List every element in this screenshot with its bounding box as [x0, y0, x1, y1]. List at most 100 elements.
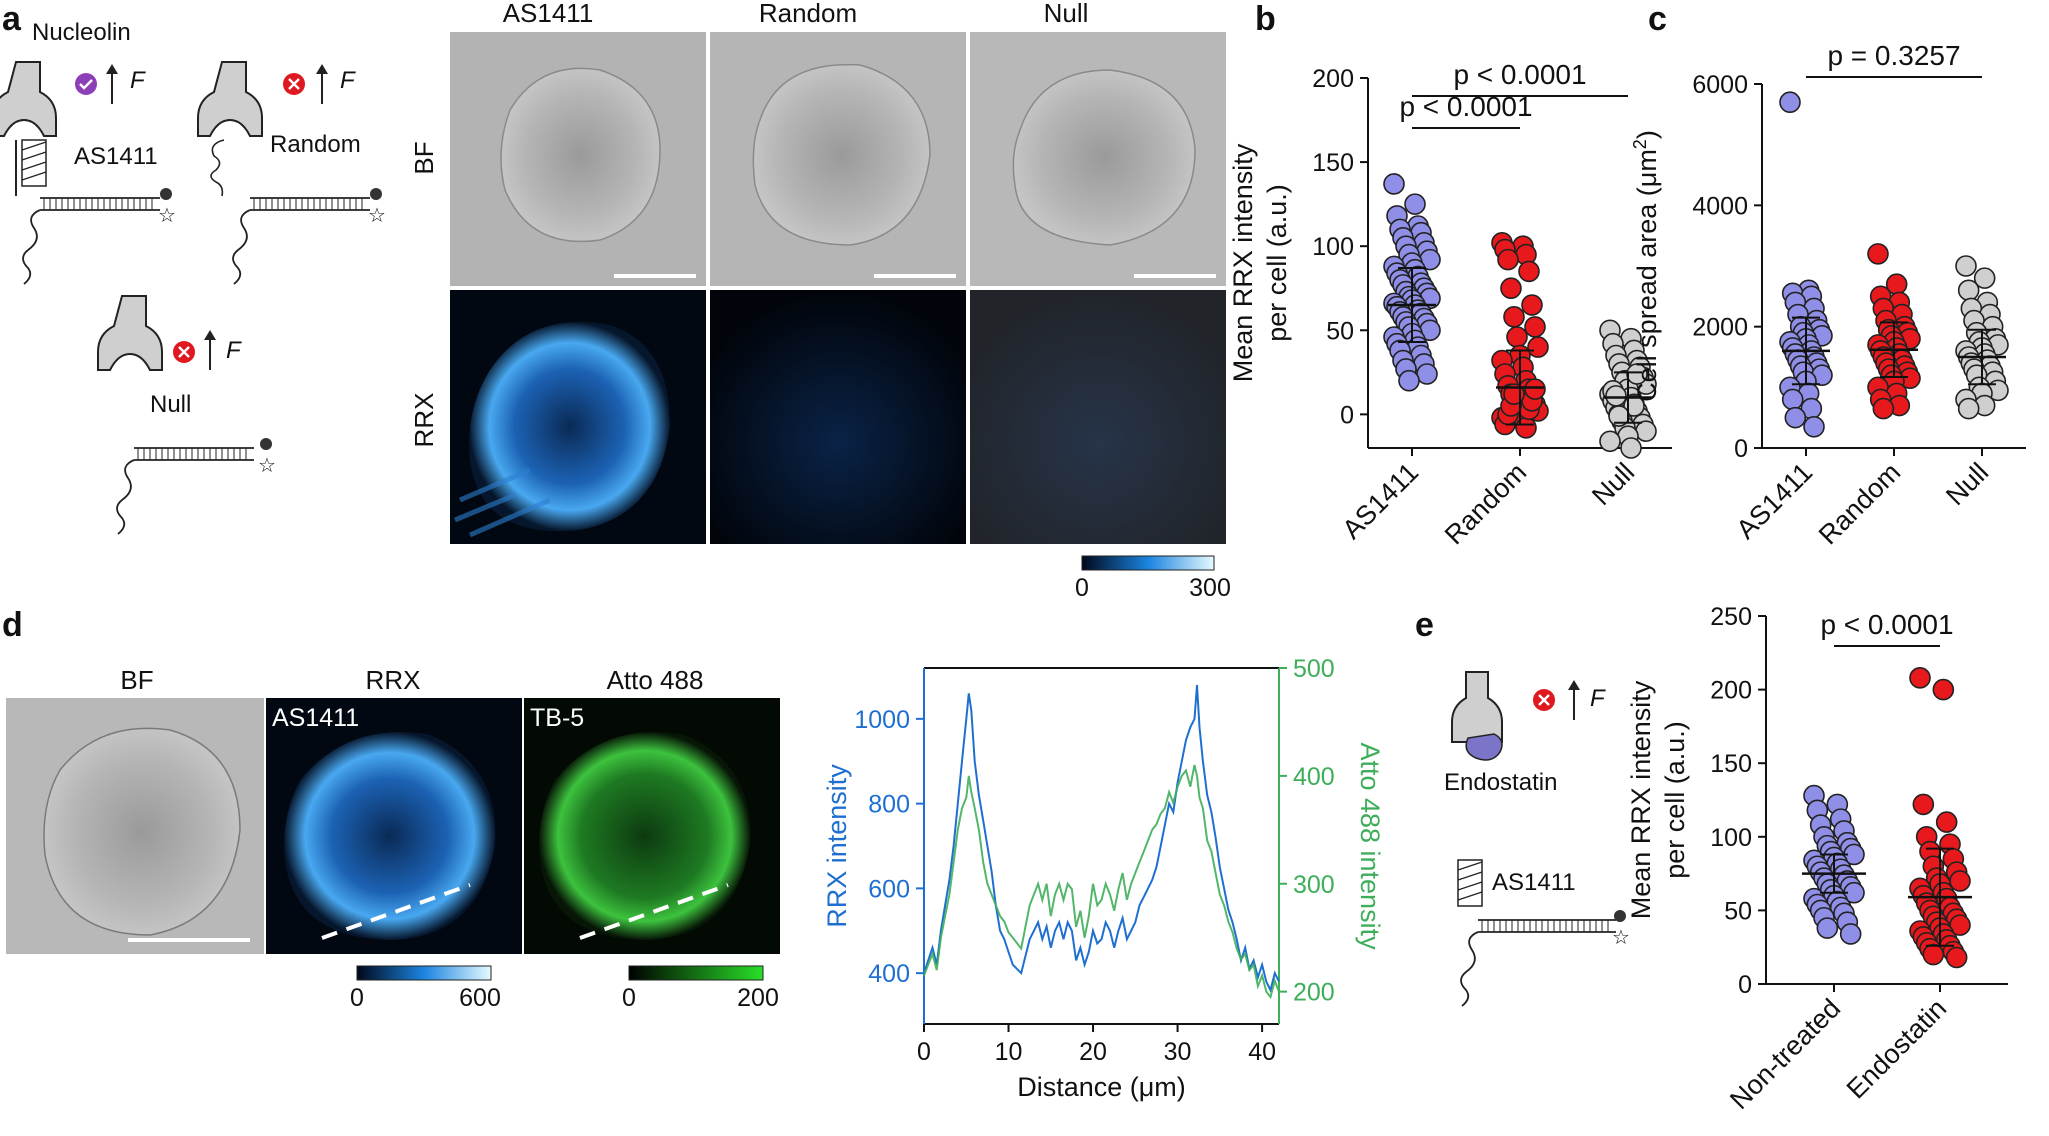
- rrx-image-random: [710, 290, 966, 544]
- data-point: [1524, 316, 1546, 338]
- data-point: [1599, 430, 1621, 453]
- data-point: [1605, 385, 1627, 407]
- panel-b: b 0 50 100 150 200 AS1411 Random Null p < 0.0001…: [1228, 0, 1672, 550]
- colorbar-d-rrx-min: 0: [350, 984, 364, 1012]
- p-value-label: p = 0.3257: [1827, 40, 1960, 71]
- y-axis-label-2: per cell (a.u.): [1660, 721, 1690, 879]
- x-tick-label: Endostatin: [1841, 993, 1952, 1104]
- y-tick-label: 100: [1312, 233, 1354, 261]
- data-point: [1506, 326, 1528, 348]
- col-title-null: Null: [1044, 0, 1089, 28]
- fluorophore-icon: ☆: [158, 205, 176, 227]
- x-tick-label: 40: [1248, 1038, 1276, 1066]
- data-point: [1416, 363, 1438, 385]
- y-tick-label-left: 800: [868, 791, 910, 819]
- bf-image-as1411: [450, 32, 706, 286]
- panel-a-label: a: [2, 0, 22, 38]
- rrx-intensity-line: [923, 684, 1280, 993]
- col-title-as1411: AS1411: [503, 0, 594, 28]
- data-point: [1620, 437, 1642, 459]
- panel-d-label: d: [2, 606, 23, 644]
- panel-c-label: c: [1648, 0, 1667, 38]
- y-axis-label-right: Atto 488 intensity: [1355, 742, 1385, 950]
- data-point: [1497, 248, 1519, 271]
- g-quadruplex-icon: [21, 139, 47, 187]
- svg-text:☆: ☆: [368, 205, 386, 227]
- d-rrx-image: AS1411: [266, 698, 522, 954]
- as1411-schematic-label-e: AS1411: [1492, 869, 1576, 896]
- data-point: [1524, 378, 1546, 400]
- data-point: [1527, 336, 1549, 358]
- data-point: [1872, 397, 1895, 420]
- y-tick-label: 250: [1710, 603, 1752, 631]
- data-point: [1784, 406, 1807, 429]
- data-point: [1839, 923, 1862, 945]
- y-axis-label-close: ): [1632, 130, 1662, 139]
- bf-image-null: [970, 32, 1226, 286]
- y-tick-label: 100: [1710, 824, 1752, 852]
- force-label-e: F: [1590, 685, 1606, 712]
- y-tick-label: 6000: [1692, 71, 1748, 99]
- y-tick-label-right: 200: [1293, 979, 1335, 1007]
- y-tick-label: 50: [1724, 897, 1752, 925]
- d-bf-image: [6, 698, 264, 954]
- data-point: [1957, 397, 1980, 420]
- data-point: [1503, 306, 1525, 328]
- d-title-atto: Atto 488: [607, 665, 704, 695]
- data-point: [1518, 260, 1540, 283]
- data-point: [1912, 793, 1935, 816]
- panel-e-label: e: [1415, 606, 1434, 644]
- x-tick-label: 20: [1079, 1038, 1107, 1066]
- row-title-rrx: RRX: [409, 393, 439, 448]
- colorbar-d-atto: 0 200: [622, 965, 779, 1012]
- y-tick-label: 150: [1710, 750, 1752, 778]
- data-point: [1957, 279, 1980, 302]
- null-schematic-label: Null: [150, 391, 191, 418]
- y-tick-label: 50: [1326, 317, 1354, 345]
- d-atto-image: TB-5: [524, 698, 780, 954]
- dna-duplex-2: ☆: [232, 188, 386, 285]
- colorbar-d-atto-max: 200: [737, 984, 779, 1012]
- x-tick-label: Null: [1940, 457, 1994, 511]
- p-value-label: p < 0.0001: [1820, 609, 1953, 640]
- y-tick-label: 4000: [1692, 192, 1748, 220]
- colorbar-a-min: 0: [1075, 574, 1089, 602]
- colorbar-d-rrx: 0 600: [350, 965, 501, 1012]
- bf-image-random: [710, 32, 966, 286]
- data-point: [1973, 267, 1996, 289]
- nucleolin-protein-icon-2: [197, 61, 263, 137]
- y-tick-label: 0: [1738, 971, 1752, 999]
- data-point: [1781, 388, 1804, 411]
- y-tick-label: 2000: [1692, 314, 1748, 342]
- check-icon: [75, 73, 97, 95]
- y-tick-label: 200: [1312, 65, 1354, 93]
- x-tick-label: 10: [995, 1038, 1023, 1066]
- x-tick-label: Non-treated: [1724, 993, 1846, 1115]
- y-axis-label-main: Cell spread area (μm: [1632, 149, 1662, 402]
- d-title-bf: BF: [120, 665, 153, 695]
- y-tick-label: 200: [1710, 677, 1752, 705]
- profile-line: [579, 883, 729, 940]
- svg-text:☆: ☆: [258, 455, 276, 477]
- nucleolin-label: Nucleolin: [32, 19, 131, 46]
- data-point: [1922, 943, 1945, 966]
- data-point: [1803, 415, 1825, 438]
- x-tick-label: Random: [1813, 457, 1906, 550]
- colorbar-d-rrx-max: 600: [459, 984, 501, 1012]
- dna-duplex-3: ☆: [116, 438, 276, 535]
- random-schematic-label: Random: [270, 131, 361, 158]
- schematic-a: Nucleolin F AS1411 ☆: [0, 19, 386, 535]
- rrx-image-null: [970, 290, 1226, 544]
- panel-a: a Nucleolin F AS1411 ☆: [0, 0, 1231, 602]
- y-tick-label-left: 1000: [854, 706, 910, 734]
- force-label-1: F: [130, 67, 146, 94]
- y-tick-label-right: 400: [1293, 763, 1335, 791]
- g-quadruplex-icon-e: [1457, 859, 1483, 907]
- x-tick-label: AS1411: [1337, 457, 1425, 545]
- y-tick-label: 0: [1734, 435, 1748, 463]
- y-tick-label-left: 600: [868, 875, 910, 903]
- data-point: [1635, 420, 1657, 442]
